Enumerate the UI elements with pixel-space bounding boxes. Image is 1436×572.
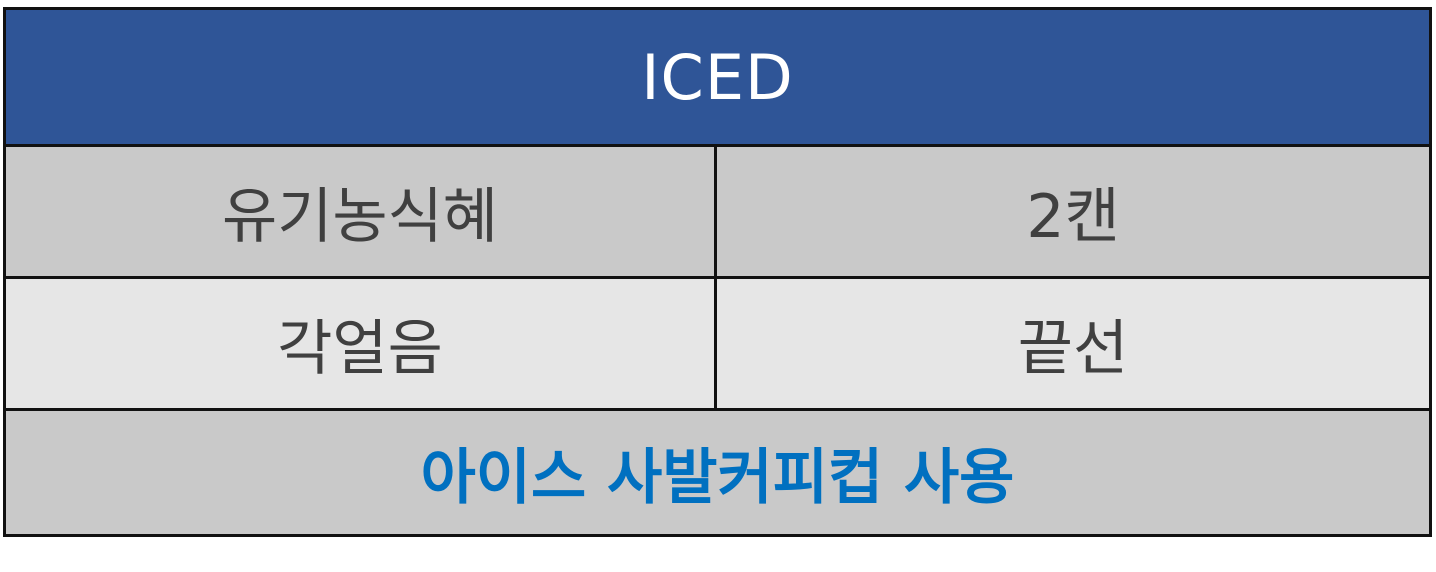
- ingredient-quantity: 끝선: [1017, 314, 1129, 384]
- table-title: ICED: [641, 40, 794, 114]
- table-row: 각얼음 끝선: [6, 276, 1429, 408]
- ingredient-name: 각얼음: [6, 279, 717, 408]
- recipe-table: ICED 유기농식혜 2캔 각얼음 끝선 아이스 사발커피컵 사용: [3, 7, 1432, 537]
- header-row: ICED: [6, 10, 1429, 144]
- table-row: 유기농식혜 2캔: [6, 144, 1429, 276]
- note-row: 아이스 사발커피컵 사용: [6, 408, 1429, 534]
- cup-note: 아이스 사발커피컵 사용: [420, 443, 1015, 513]
- ingredient-quantity: 2캔: [1026, 182, 1120, 252]
- ingredient-name: 유기농식혜: [6, 147, 717, 276]
